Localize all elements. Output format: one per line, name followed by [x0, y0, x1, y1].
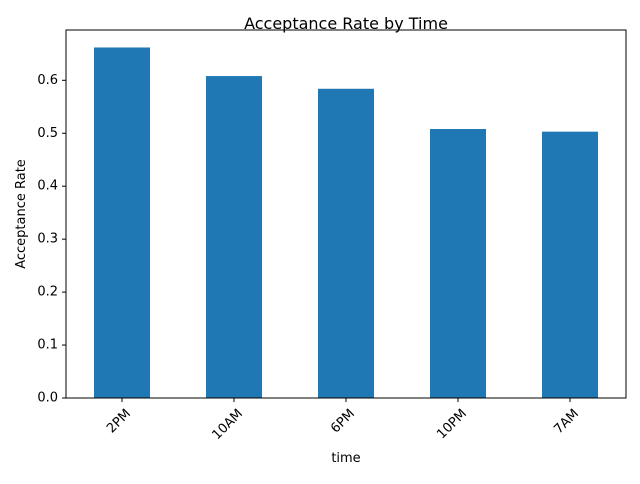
y-tick-label: 0.0 — [37, 391, 58, 406]
bar-2pm — [94, 47, 150, 398]
y-tick-label: 0.2 — [37, 285, 58, 300]
y-tick-label: 0.1 — [37, 338, 58, 353]
x-axis-label: time — [331, 451, 360, 466]
y-tick-label: 0.4 — [37, 179, 58, 194]
y-tick-label: 0.5 — [37, 126, 58, 141]
y-axis-ticks: 0.0 0.1 0.2 0.3 0.4 0.5 0.6 — [37, 73, 66, 406]
bars-layer — [94, 47, 598, 399]
plot-area-frame — [65, 29, 627, 399]
y-axis-label: Acceptance Rate — [14, 159, 29, 269]
bar-10pm — [430, 129, 486, 399]
bar-6pm — [318, 88, 374, 398]
y-tick-label: 0.3 — [37, 232, 58, 247]
y-tick-label: 0.6 — [37, 73, 58, 88]
chart-title: Acceptance Rate by Time — [244, 14, 448, 33]
bar-7am — [542, 131, 598, 398]
bar-10am — [206, 76, 262, 398]
